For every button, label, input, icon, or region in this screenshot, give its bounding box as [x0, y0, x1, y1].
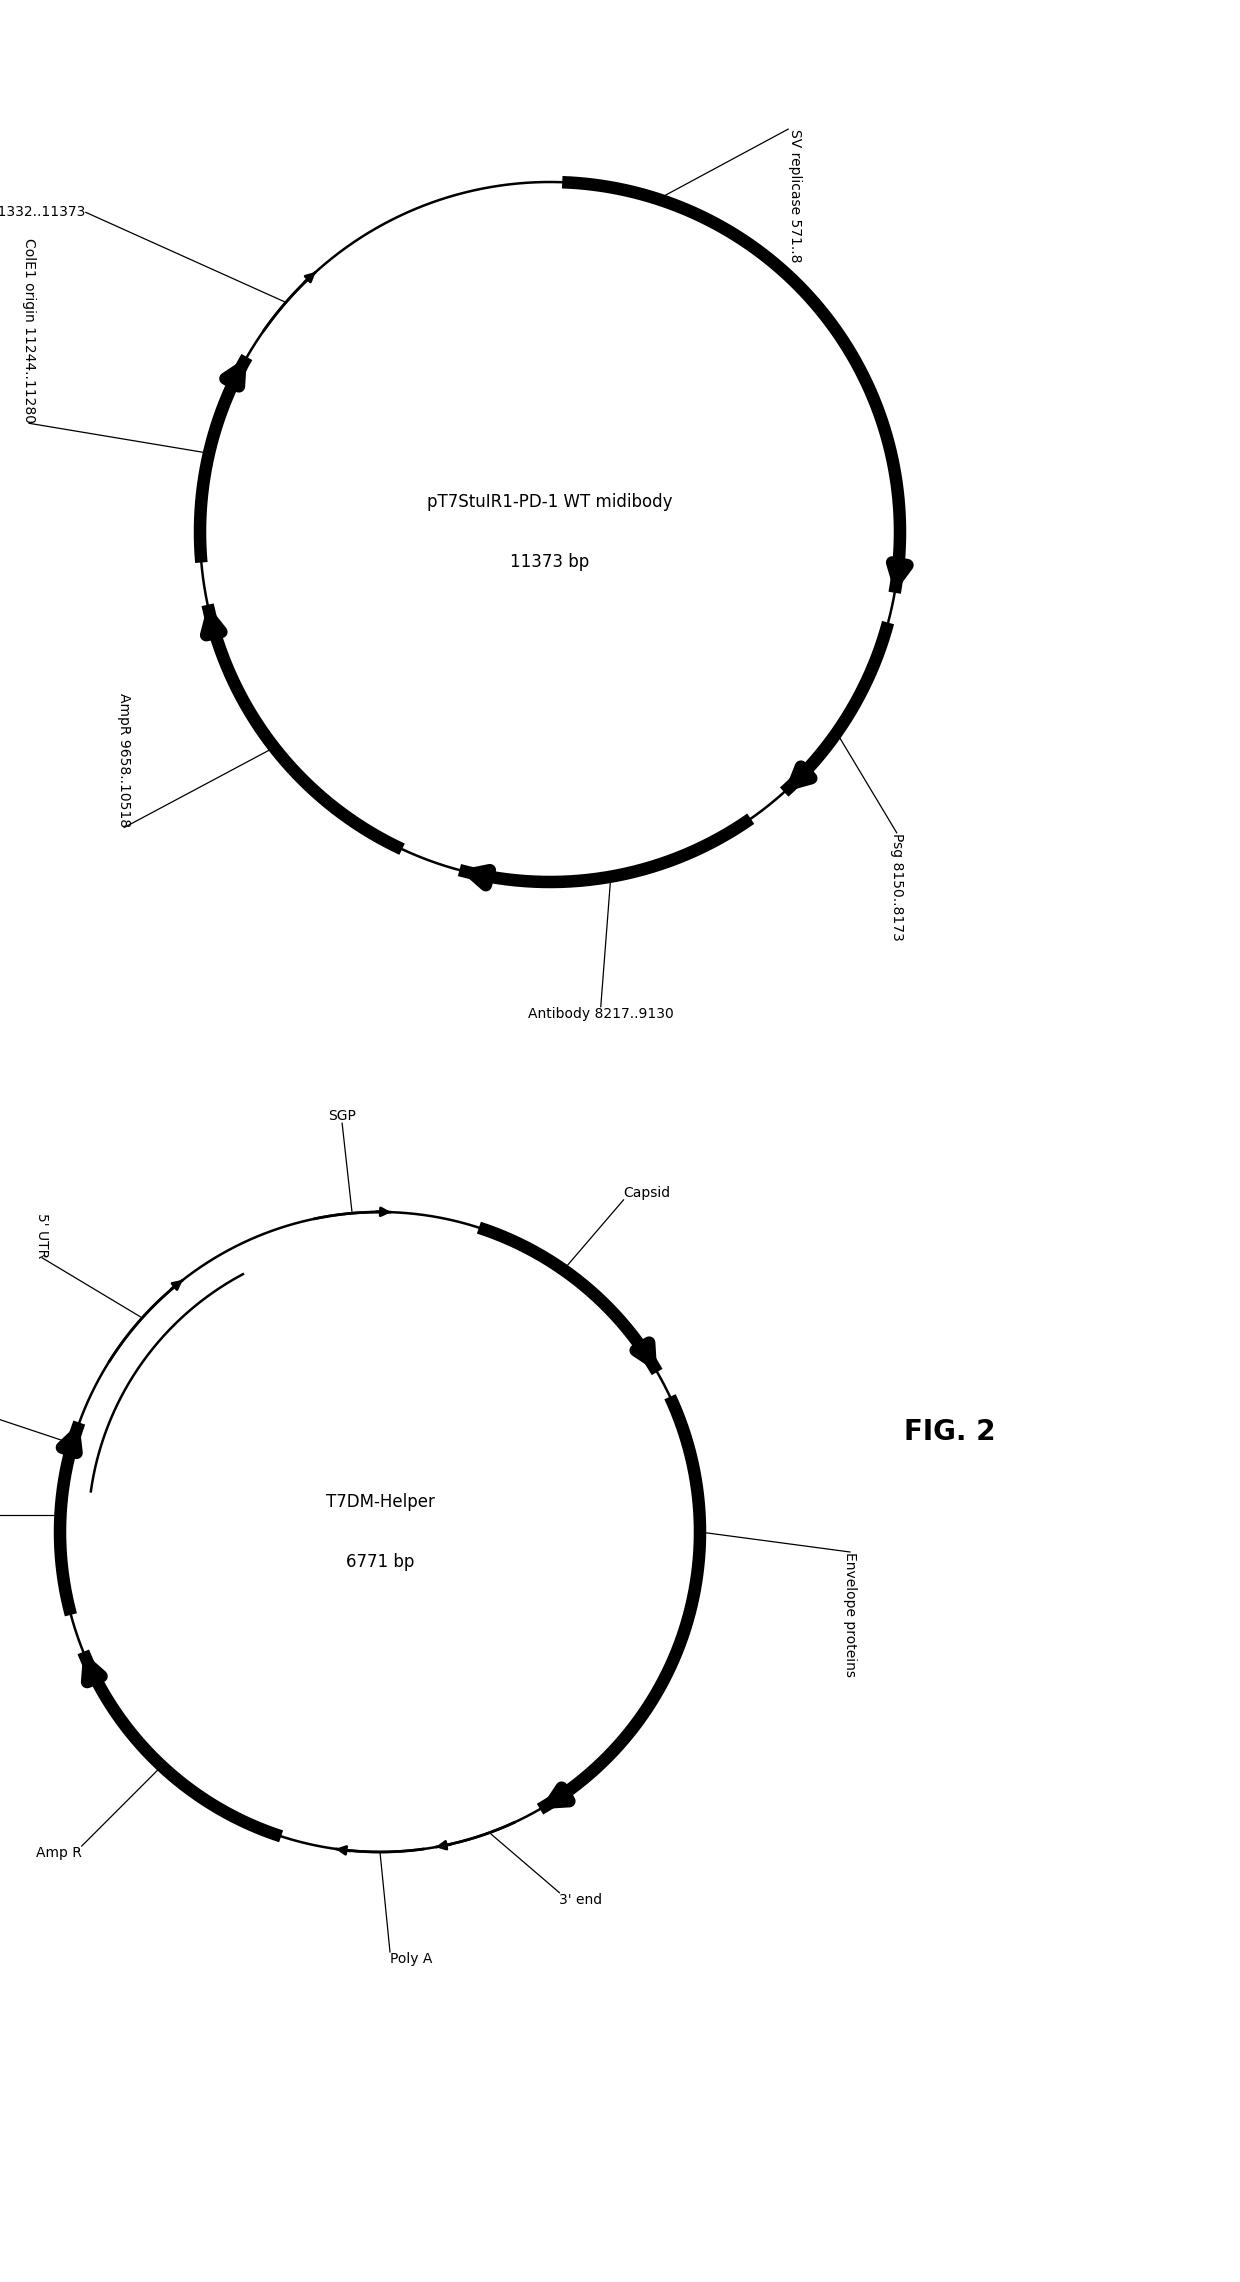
Text: Poly A: Poly A	[391, 1951, 433, 1967]
Text: 5' UTR: 5' UTR	[35, 1212, 50, 1257]
Text: SV replicase 571..8: SV replicase 571..8	[789, 130, 802, 262]
Text: 3' end: 3' end	[559, 1892, 603, 1908]
Text: T7 promoter 11332..11373: T7 promoter 11332..11373	[0, 205, 86, 219]
Text: FIG. 2: FIG. 2	[904, 1417, 996, 1447]
Text: 6771 bp: 6771 bp	[346, 1554, 414, 1570]
Text: AmpR 9658..10518: AmpR 9658..10518	[118, 694, 131, 828]
Text: Capsid: Capsid	[624, 1187, 671, 1200]
Text: SGP: SGP	[329, 1109, 356, 1123]
Text: 11373 bp: 11373 bp	[511, 552, 590, 570]
Text: Envelope proteins: Envelope proteins	[843, 1552, 857, 1677]
Text: Psg 8150..8173: Psg 8150..8173	[890, 833, 904, 940]
Text: ColE1 origin 11244..11280: ColE1 origin 11244..11280	[22, 237, 36, 422]
Text: pT7StuIR1-PD-1 WT midibody: pT7StuIR1-PD-1 WT midibody	[428, 493, 673, 511]
Text: Antibody 8217..9130: Antibody 8217..9130	[528, 1006, 673, 1020]
Text: T7DM-Helper: T7DM-Helper	[326, 1492, 434, 1511]
Text: Amp R: Amp R	[36, 1846, 82, 1860]
